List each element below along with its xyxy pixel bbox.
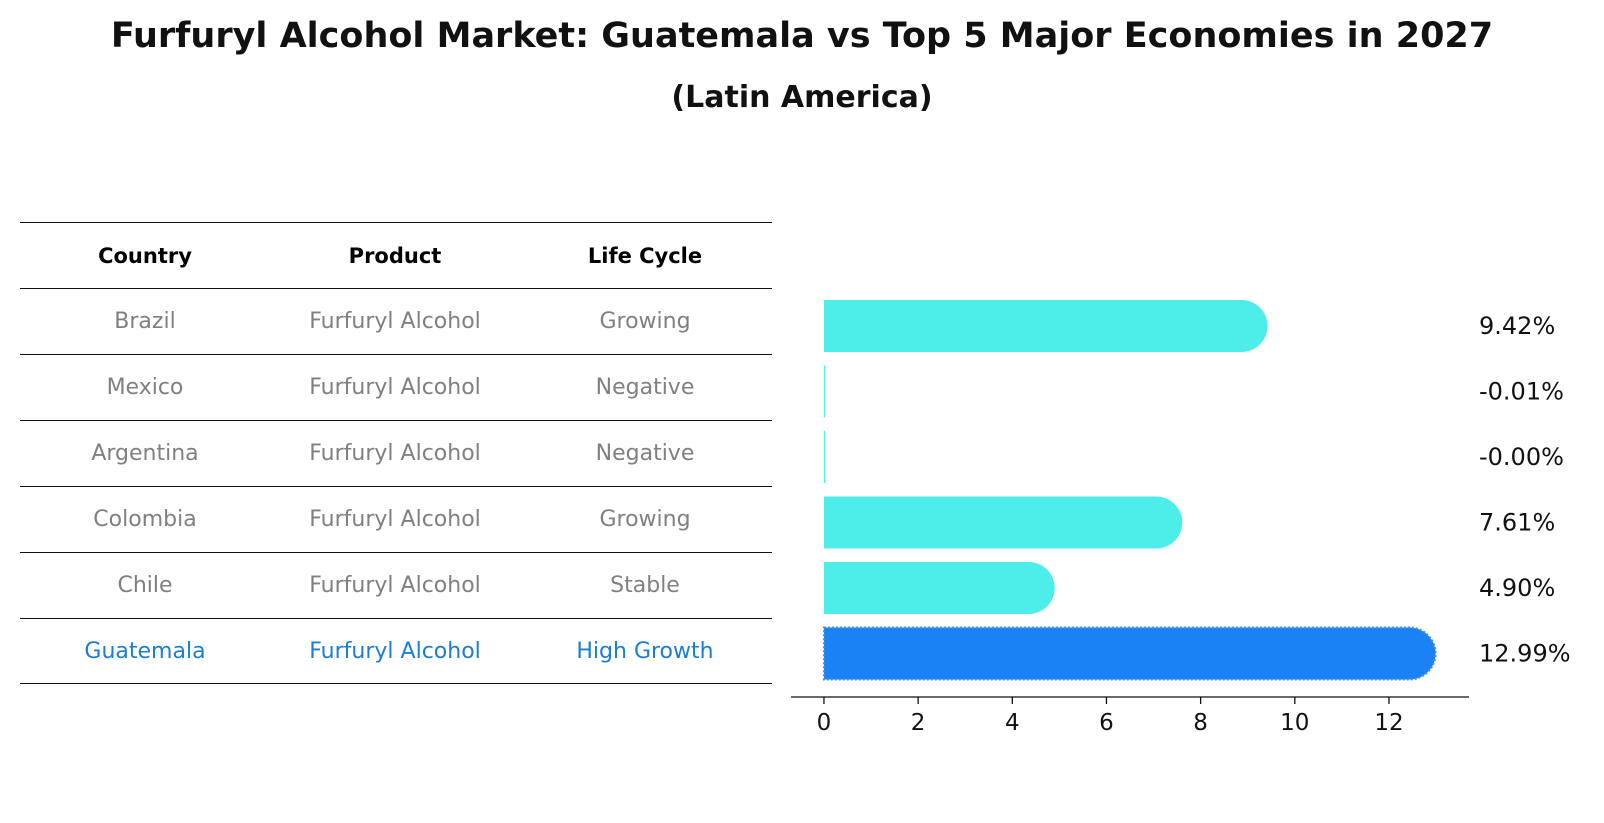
cell-product: Furfuryl Alcohol xyxy=(309,573,481,598)
cell-country: Colombia xyxy=(93,507,197,532)
x-tick-label: 2 xyxy=(911,710,926,736)
bar-mexico xyxy=(823,365,825,418)
cell-product: Furfuryl Alcohol xyxy=(309,309,481,334)
x-tick-label: 0 xyxy=(817,710,832,736)
cell-product: Furfuryl Alcohol xyxy=(309,507,481,532)
value-label-mexico: -0.01% xyxy=(1479,378,1564,406)
header-product: Product xyxy=(348,243,442,268)
table-row: Mexico Furfuryl Alcohol Negative xyxy=(20,354,772,420)
value-label-argentina: -0.00% xyxy=(1479,443,1564,471)
bar-chile xyxy=(823,562,1055,614)
x-tick-label: 10 xyxy=(1280,710,1309,736)
bar-colombia xyxy=(823,496,1183,549)
table-row: Brazil Furfuryl Alcohol Growing xyxy=(20,288,772,354)
x-tick-label: 8 xyxy=(1193,710,1208,736)
cell-life-cycle: Growing xyxy=(599,309,691,334)
value-label-guatemala: 12.99% xyxy=(1479,640,1571,668)
chart-title: Furfuryl Alcohol Market: Guatemala vs To… xyxy=(110,16,1494,56)
table-row: Colombia Furfuryl Alcohol Growing xyxy=(20,486,772,552)
cell-country: Chile xyxy=(117,573,173,598)
cell-product: Furfuryl Alcohol xyxy=(309,441,481,466)
chart-subtitle: (Latin America) xyxy=(671,80,933,115)
cell-life-cycle: Stable xyxy=(610,573,680,598)
cell-country: Argentina xyxy=(91,441,199,466)
bar-brazil xyxy=(823,300,1268,352)
cell-product: Furfuryl Alcohol xyxy=(309,638,481,664)
cell-life-cycle: Negative xyxy=(595,375,695,400)
x-tick-label: 4 xyxy=(1005,710,1020,736)
header-life-cycle: Life Cycle xyxy=(587,243,703,268)
bar-guatemala xyxy=(822,626,1437,681)
country-table: Country Product Life Cycle Brazil Furfur… xyxy=(20,222,772,684)
x-tick-label: 6 xyxy=(1099,710,1114,736)
cell-country: Guatemala xyxy=(84,638,206,664)
value-label-colombia: 7.61% xyxy=(1479,509,1555,537)
table-row: Argentina Furfuryl Alcohol Negative xyxy=(20,420,772,486)
table-header-row: Country Product Life Cycle xyxy=(20,222,772,288)
value-label-brazil: 9.42% xyxy=(1479,312,1555,340)
cell-country: Brazil xyxy=(114,309,176,334)
cell-life-cycle: Negative xyxy=(595,441,695,466)
table-row-highlight: Guatemala Furfuryl Alcohol High Growth xyxy=(20,618,772,684)
cell-life-cycle: Growing xyxy=(599,507,691,532)
header-country: Country xyxy=(98,243,192,268)
cell-country: Mexico xyxy=(106,375,184,400)
cell-life-cycle: High Growth xyxy=(576,638,714,664)
bar-argentina xyxy=(823,431,825,483)
cell-product: Furfuryl Alcohol xyxy=(309,375,481,400)
x-tick-label: 12 xyxy=(1374,710,1403,736)
table-row: Chile Furfuryl Alcohol Stable xyxy=(20,552,772,618)
value-label-chile: 4.90% xyxy=(1479,574,1555,602)
